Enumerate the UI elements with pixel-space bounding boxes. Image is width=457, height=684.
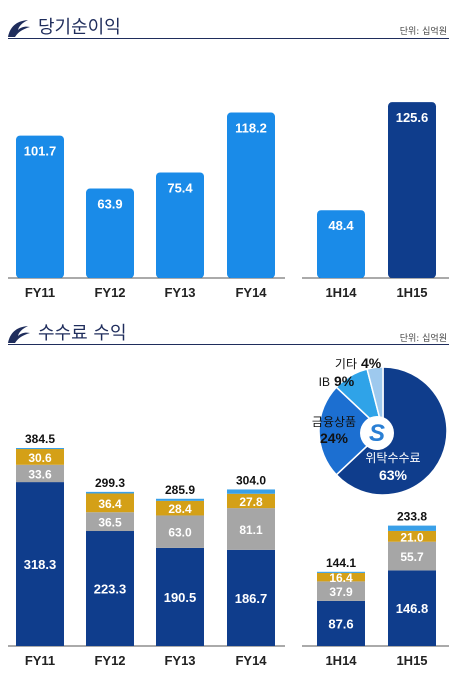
net-income-title: 당기순이익 bbox=[38, 17, 121, 38]
bar-value-label: 48.4 bbox=[328, 218, 354, 233]
net-income-unit: 단위: 십억원 bbox=[399, 27, 447, 37]
stack-segment-1H14 bbox=[317, 581, 365, 601]
total-value-label: 384.5 bbox=[25, 432, 55, 446]
bar-value-label: 63.9 bbox=[97, 197, 122, 212]
net-income-chart: 101.7 FY11 63.9 FY12 75.4 FY13 118.2 FY14 48.4 1H… bbox=[8, 102, 449, 300]
segment-value-label: 190.5 bbox=[164, 590, 197, 605]
x-tick-label: FY11 bbox=[25, 285, 55, 300]
bar-1H14 bbox=[317, 210, 365, 278]
stack-segment-FY13 bbox=[156, 547, 204, 646]
stack-segment-1H15 bbox=[388, 525, 436, 531]
stack-segment-FY14 bbox=[227, 489, 275, 494]
stack-segment-FY14 bbox=[227, 549, 275, 646]
stack-segment-1H15 bbox=[388, 530, 436, 542]
segment-value-label: 37.9 bbox=[329, 585, 353, 599]
stack-segment-FY11 bbox=[16, 449, 64, 465]
x-tick-label: 1H15 bbox=[396, 285, 427, 300]
segment-value-label: 146.8 bbox=[396, 601, 429, 616]
pie-label-value: 24% bbox=[320, 430, 349, 446]
stack-segment-FY11 bbox=[16, 448, 64, 450]
stack-segment-1H14 bbox=[317, 600, 365, 646]
pie-slice-3 bbox=[366, 366, 384, 432]
segment-value-label: 55.7 bbox=[400, 550, 424, 564]
segment-value-label: 33.6 bbox=[28, 467, 52, 481]
total-value-label: 144.1 bbox=[326, 556, 356, 570]
stack-segment-FY13 bbox=[156, 500, 204, 516]
x-tick-label: 1H14 bbox=[325, 653, 357, 668]
x-tick-label: FY14 bbox=[235, 653, 267, 668]
x-tick-label: FY12 bbox=[94, 285, 125, 300]
stack-segment-FY11 bbox=[16, 482, 64, 646]
s-logo-icon bbox=[360, 416, 394, 450]
stack-segment-1H14 bbox=[317, 572, 365, 582]
pie-label-value: 4% bbox=[361, 355, 382, 371]
segment-value-label: 81.1 bbox=[239, 523, 263, 537]
stack-segment-FY11 bbox=[16, 464, 64, 483]
segment-value-label: 28.4 bbox=[168, 502, 192, 516]
stack-segment-FY13 bbox=[156, 515, 204, 548]
stack-segment-FY12 bbox=[86, 531, 134, 646]
pie-label-name: 기타 bbox=[335, 357, 357, 371]
x-tick-label: FY12 bbox=[94, 653, 125, 668]
bar-FY12 bbox=[86, 188, 134, 278]
total-value-label: 299.3 bbox=[95, 476, 125, 490]
segment-value-label: 36.4 bbox=[98, 497, 122, 511]
pie-label-name: 금융상품 bbox=[312, 415, 356, 429]
bar-FY14 bbox=[227, 112, 275, 279]
pie-label-value: 9% bbox=[334, 373, 355, 389]
segment-value-label: 27.8 bbox=[239, 495, 263, 509]
stack-segment-FY14 bbox=[227, 493, 275, 509]
segment-value-label: 16.4 bbox=[329, 571, 353, 585]
x-tick-label: FY14 bbox=[235, 285, 267, 300]
x-tick-label: FY11 bbox=[25, 653, 55, 668]
net-income-rule bbox=[8, 38, 449, 39]
stack-segment-FY12 bbox=[86, 512, 134, 532]
pie-label-value: 63% bbox=[379, 467, 408, 483]
bar-value-label: 125.6 bbox=[396, 110, 429, 125]
stack-segment-FY12 bbox=[86, 493, 134, 513]
x-tick-label: FY13 bbox=[164, 653, 195, 668]
fee-income-rule bbox=[8, 344, 449, 345]
segment-value-label: 186.7 bbox=[235, 591, 268, 606]
total-value-label: 304.0 bbox=[236, 473, 266, 487]
stack-segment-FY12 bbox=[86, 491, 134, 494]
fee-income-unit: 단위: 십억원 bbox=[399, 334, 447, 344]
s-logo-glyph: S bbox=[369, 420, 385, 447]
pie-label-name: 위탁수수료 bbox=[365, 451, 420, 465]
fee-income-chart: 318.3 33.6 30.6 384.5 FY11 223.3 36.5 36.4 299.3… bbox=[8, 355, 449, 668]
total-value-label: 233.8 bbox=[397, 510, 427, 524]
segment-value-label: 36.5 bbox=[98, 516, 122, 530]
swoosh-logo-icon bbox=[8, 20, 30, 37]
bar-FY11 bbox=[16, 135, 64, 278]
x-tick-label: FY13 bbox=[164, 285, 195, 300]
stack-segment-FY13 bbox=[156, 498, 204, 501]
total-value-label: 285.9 bbox=[165, 483, 195, 497]
segment-value-label: 30.6 bbox=[28, 451, 52, 465]
bar-value-label: 75.4 bbox=[167, 180, 193, 195]
x-tick-label: 1H14 bbox=[325, 285, 357, 300]
bar-FY13 bbox=[156, 172, 204, 278]
stack-segment-1H15 bbox=[388, 541, 436, 571]
stack-segment-1H15 bbox=[388, 570, 436, 646]
segment-value-label: 21.0 bbox=[400, 530, 424, 544]
stack-segment-1H14 bbox=[317, 571, 365, 573]
segment-value-label: 318.3 bbox=[24, 557, 57, 572]
segment-value-label: 223.3 bbox=[94, 582, 127, 597]
fee-income-title: 수수료 수익 bbox=[38, 323, 127, 344]
x-tick-label: 1H15 bbox=[396, 653, 427, 668]
segment-value-label: 87.6 bbox=[328, 616, 353, 631]
pie-label-name: IB bbox=[319, 375, 330, 389]
stack-segment-FY14 bbox=[227, 508, 275, 550]
bar-value-label: 118.2 bbox=[235, 121, 267, 136]
swoosh-logo-icon bbox=[8, 326, 30, 343]
pie-slice-1 bbox=[318, 386, 385, 476]
bar-value-label: 101.7 bbox=[24, 144, 57, 159]
segment-value-label: 63.0 bbox=[168, 526, 192, 540]
bar-1H15 bbox=[388, 102, 436, 278]
